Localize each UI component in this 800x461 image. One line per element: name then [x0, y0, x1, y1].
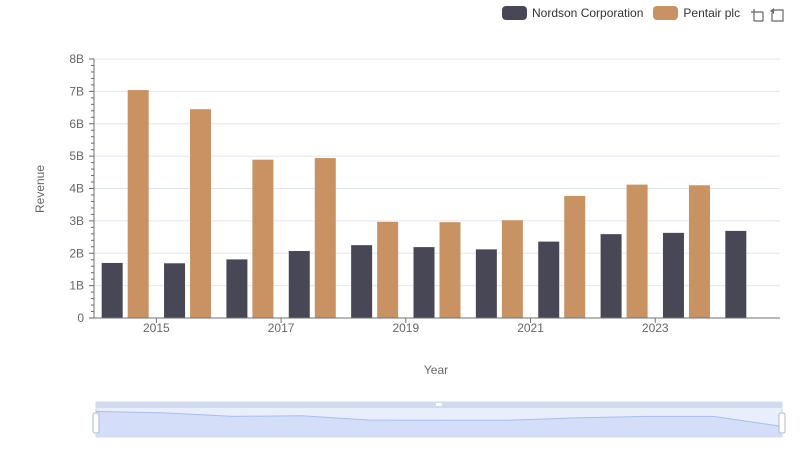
bar-nordson: [226, 259, 248, 318]
bar-nordson: [475, 249, 497, 318]
bar-nordson: [351, 245, 373, 318]
legend-label-pentair: Pentair plc: [683, 6, 741, 20]
bar-marks: [101, 90, 747, 319]
bar-nordson: [538, 241, 560, 318]
zoom-handle-left[interactable]: [92, 412, 100, 434]
y-tick-label: 0: [77, 311, 84, 325]
chart-legend: Nordson Corporation Pentair plc: [502, 3, 750, 23]
y-tick-label: 3B: [69, 214, 84, 228]
legend-item-pentair[interactable]: Pentair plc: [653, 6, 740, 20]
y-tick-label: 4B: [69, 182, 84, 196]
bar-pentair: [314, 158, 336, 318]
y-axis-title: Revenue: [33, 165, 47, 213]
bar-nordson: [101, 262, 123, 318]
y-tick-label: 1B: [69, 279, 84, 293]
bar-pentair: [564, 195, 586, 318]
restore-icon[interactable]: [768, 6, 786, 24]
x-tick-label: 2019: [392, 321, 419, 335]
y-tick-label: 2B: [69, 246, 84, 260]
bar-pentair: [190, 109, 212, 319]
axes: 0 1B 2B 3B 4B 5B 6B 7B 8B 2015 2017 2019 2021 2023: [69, 52, 780, 335]
x-tick-label: 2017: [268, 321, 295, 335]
x-tick-label: 2023: [642, 321, 669, 335]
chart-toolbox: [746, 6, 786, 24]
x-tick-label: 2021: [517, 321, 544, 335]
bar-nordson: [288, 250, 310, 318]
bar-pentair: [439, 222, 461, 318]
x-tick-label: 2015: [143, 321, 170, 335]
zoom-handle-right[interactable]: [778, 412, 786, 434]
x-axis-title: Year: [424, 363, 448, 377]
zoom-icon[interactable]: [748, 6, 766, 24]
zoom-move-handle: [436, 403, 442, 406]
bar-pentair: [252, 159, 274, 318]
legend-label-nordson: Nordson Corporation: [532, 6, 644, 20]
bar-pentair: [688, 185, 710, 318]
bar-nordson: [662, 232, 684, 318]
y-tick-label: 7B: [69, 84, 84, 98]
y-tick-label: 5B: [69, 149, 84, 163]
legend-item-nordson[interactable]: Nordson Corporation: [502, 6, 643, 20]
bar-pentair: [377, 221, 399, 318]
zoom-preview-area: [96, 411, 782, 437]
bar-nordson: [725, 230, 747, 318]
legend-swatch-pentair: [653, 6, 679, 20]
data-zoom-slider[interactable]: [92, 401, 786, 438]
bar-pentair: [501, 220, 523, 318]
y-tick-label: 6B: [69, 117, 84, 131]
bar-nordson: [413, 247, 435, 318]
bar-nordson: [164, 263, 186, 318]
legend-swatch-nordson: [502, 6, 527, 20]
bar-nordson: [600, 234, 622, 318]
zoom-preview-line: [95, 410, 783, 427]
bar-pentair: [626, 184, 648, 318]
bar-pentair: [127, 90, 149, 318]
y-tick-label: 8B: [69, 52, 84, 66]
